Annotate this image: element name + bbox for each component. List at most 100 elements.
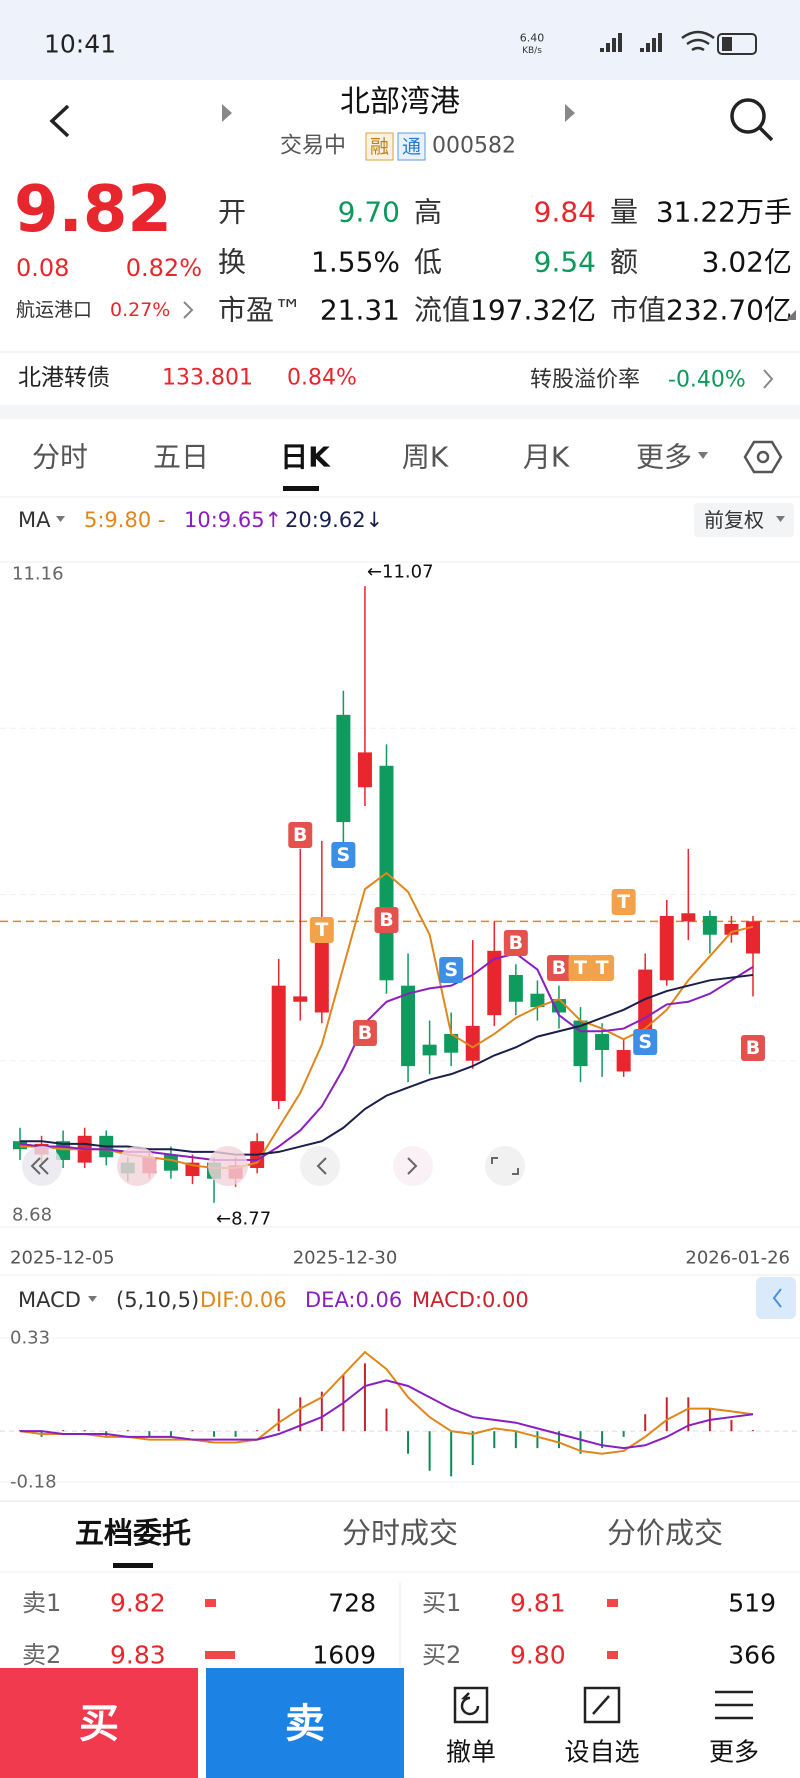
action-label[interactable]: 更多: [709, 1738, 759, 1767]
period-tab[interactable]: 更多: [636, 441, 692, 474]
volume-bar: [607, 1599, 618, 1607]
volume-bar: [205, 1599, 216, 1607]
collapse-button[interactable]: [756, 1277, 796, 1319]
buy-label[interactable]: 买: [79, 1701, 119, 1747]
candle-body: [746, 921, 760, 954]
signal-text: B: [552, 957, 566, 979]
premium-value: -0.40%: [668, 368, 746, 393]
orderbook-tab[interactable]: 分价成交: [607, 1516, 723, 1550]
chart-control[interactable]: [393, 1146, 433, 1186]
chart-control[interactable]: [117, 1146, 157, 1186]
chart-control[interactable]: [485, 1146, 525, 1186]
candle-body: [336, 714, 351, 823]
orderbook-tab[interactable]: 五档委托: [75, 1516, 191, 1550]
signal-badge: [309, 917, 334, 943]
level-qty: 1609: [312, 1641, 376, 1670]
field-label: 额: [610, 246, 638, 279]
period-tab[interactable]: 周K: [402, 441, 449, 474]
candle-body: [702, 915, 717, 935]
volume-bar: [205, 1651, 235, 1659]
stock-name: 北部湾港: [340, 85, 460, 120]
adjust-box[interactable]: [694, 503, 794, 537]
level-price: 9.80: [510, 1641, 566, 1670]
period-tab[interactable]: 月K: [523, 441, 570, 474]
field-value: 9.54: [534, 246, 596, 279]
sector-pct: 0.27%: [110, 299, 170, 321]
field-value: 21.31: [320, 294, 400, 327]
signal-badge: [288, 822, 313, 848]
period-tab[interactable]: 分时: [32, 441, 88, 474]
search-button[interactable]: [730, 98, 766, 134]
bond-pct: 0.84%: [287, 366, 357, 391]
battery-level: [722, 37, 732, 51]
price-annotation: ←11.07: [367, 562, 434, 583]
volume-bar: [607, 1651, 618, 1659]
signal-badge: [611, 889, 636, 915]
watchlist-icon: [583, 1686, 621, 1724]
divider: [0, 1500, 800, 1502]
signal-bar: [646, 43, 650, 52]
candle-body: [638, 969, 653, 1042]
period-tab[interactable]: 五日: [153, 441, 209, 474]
last-price: 9.82: [14, 173, 172, 247]
more-icon: [715, 1690, 753, 1720]
field-label: 开: [218, 196, 246, 229]
field-label: 市值: [610, 294, 666, 327]
tag-box: [397, 132, 426, 161]
signal-text: T: [617, 891, 630, 913]
signal-text: S: [444, 959, 458, 981]
action-label[interactable]: 撤单: [446, 1738, 496, 1767]
period-tab[interactable]: 日K: [280, 441, 331, 474]
field-value: 232.70亿: [666, 294, 792, 327]
signal-text: B: [358, 1022, 372, 1044]
signal-text: B: [509, 932, 523, 954]
price-annotation: ←8.77: [216, 1208, 271, 1229]
buy-button[interactable]: [0, 1668, 198, 1778]
tab-underline: [283, 486, 319, 491]
chevron: [763, 369, 774, 389]
control-glyph: [30, 1157, 519, 1175]
macd-line: [20, 1379, 754, 1450]
chart-control[interactable]: [208, 1146, 248, 1186]
action-label[interactable]: 设自选: [564, 1738, 639, 1767]
field-value: 9.84: [534, 196, 596, 229]
price-change: 0.08: [16, 254, 69, 282]
field-value: 1.55%: [311, 246, 400, 279]
signal-bar: [658, 33, 662, 52]
chevron: [786, 310, 796, 320]
y-tick-label: 11.16: [12, 564, 64, 585]
level-qty: 728: [328, 1589, 376, 1618]
signal-badge: [633, 1029, 658, 1055]
sell-label[interactable]: 卖: [285, 1701, 325, 1747]
macd-params: (5,10,5): [116, 1288, 199, 1312]
dropdown: [56, 516, 65, 522]
back-button[interactable]: [49, 104, 70, 138]
cancel-icon: [453, 1686, 489, 1724]
level-qty: 519: [728, 1589, 776, 1618]
candle-body: [401, 985, 416, 1067]
signal-bar: [606, 43, 610, 52]
macd-line: [19, 1350, 754, 1455]
tag: 融: [370, 136, 389, 158]
candle-body: [444, 1033, 459, 1053]
wifi-icon: [681, 30, 715, 52]
premium-label: 转股溢价率: [530, 368, 640, 393]
dropdown: [698, 452, 708, 459]
candle-body: [724, 923, 739, 935]
chart-control[interactable]: [300, 1146, 340, 1186]
sell-button[interactable]: [206, 1668, 404, 1778]
y-tick-label: 0.33: [10, 1328, 50, 1349]
candle-body: [357, 752, 372, 788]
ma-legend-entry: 20:9.62↓: [285, 508, 383, 532]
orderbook-tab[interactable]: 分时成交: [342, 1516, 458, 1550]
price-change-pct: 0.82%: [126, 254, 202, 282]
signal-bar: [612, 38, 616, 52]
signal-text: B: [746, 1037, 760, 1059]
chart-control[interactable]: [22, 1146, 62, 1186]
signal-text: T: [596, 957, 609, 979]
bond-price: 133.801: [162, 366, 253, 391]
settings-icon[interactable]: [743, 440, 783, 474]
settings-dot: [756, 450, 770, 464]
candle-body: [530, 993, 545, 1008]
signal-text: S: [337, 844, 351, 866]
